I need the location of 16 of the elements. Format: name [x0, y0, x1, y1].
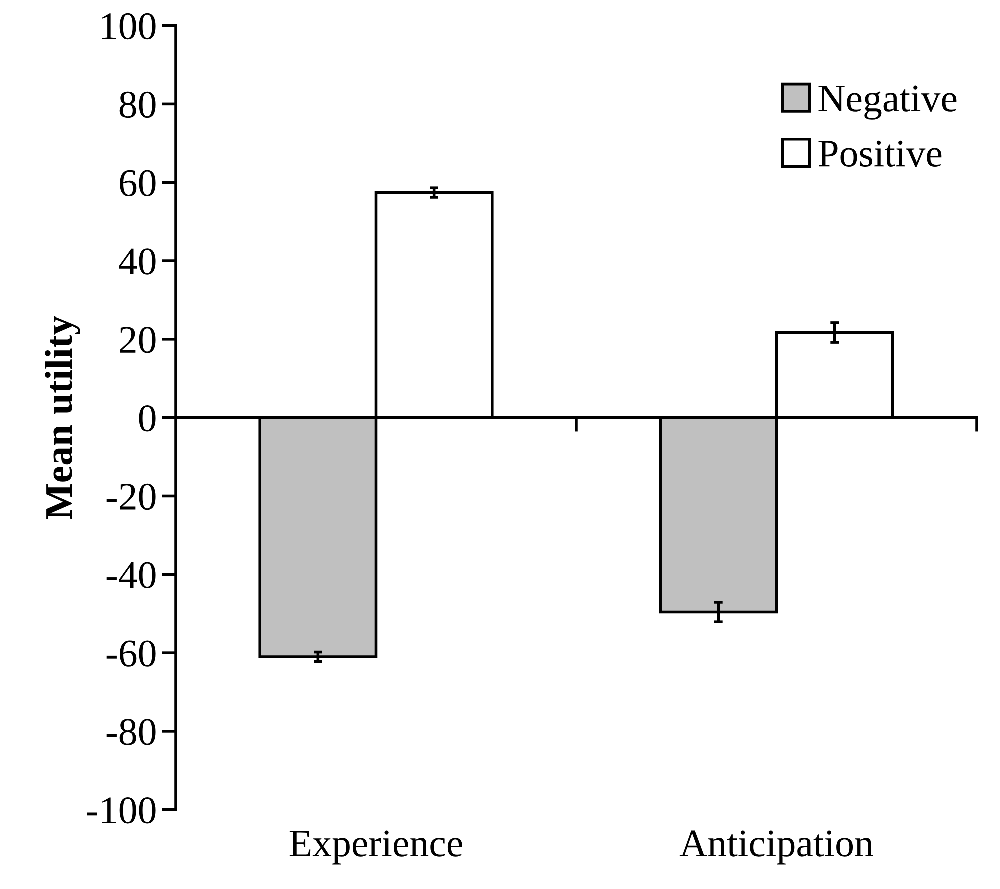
legend-label: Negative	[818, 86, 957, 120]
y-tick-label: 0	[139, 405, 156, 432]
y-tick-label: -60	[106, 640, 156, 667]
y-tick-label: 40	[119, 248, 156, 275]
legend-label: Positive	[818, 140, 942, 167]
x-tick-label: Experience	[290, 830, 462, 865]
y-tick-label: 80	[120, 92, 156, 118]
y-axis-title: Mean utility	[45, 316, 80, 520]
x-tick-label: Anticipation	[680, 830, 874, 865]
y-tick-label: 100	[102, 13, 156, 40]
y-tick-label: -20	[106, 484, 156, 510]
y-tick-label: -80	[106, 719, 156, 746]
y-tick-label: 20	[120, 327, 156, 354]
y-tick-label: -100	[87, 798, 156, 824]
y-tick-label: 60	[120, 170, 156, 196]
y-tick-label: -40	[106, 562, 156, 589]
